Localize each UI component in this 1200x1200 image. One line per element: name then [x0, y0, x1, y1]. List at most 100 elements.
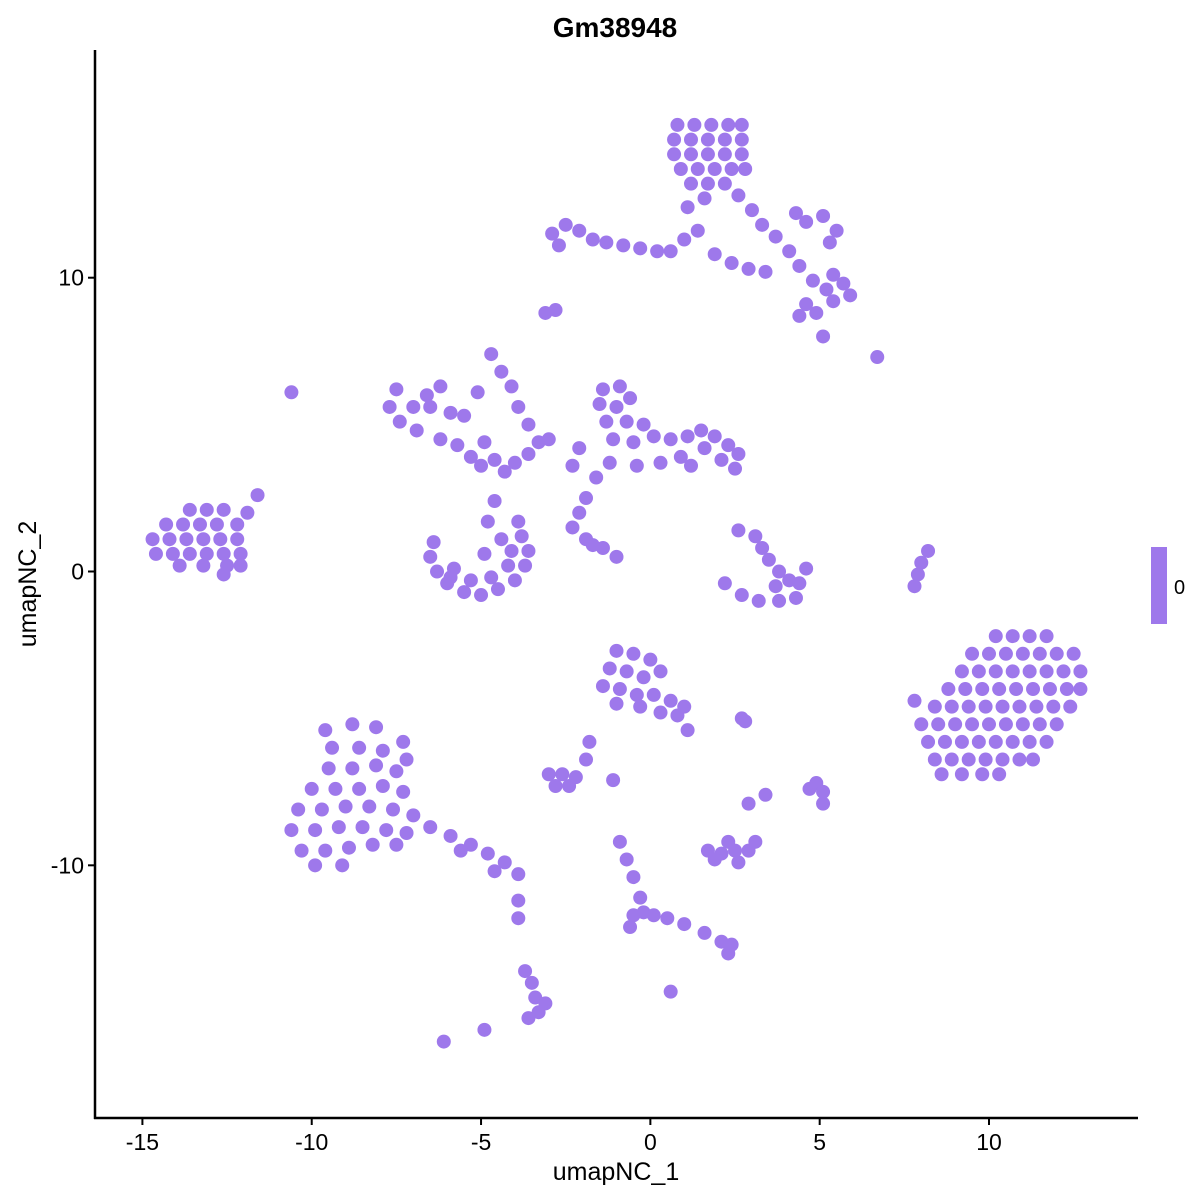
- data-point: [609, 399, 624, 414]
- data-point: [734, 147, 749, 162]
- data-point: [1022, 734, 1037, 749]
- data-point: [1032, 646, 1047, 661]
- data-point: [612, 682, 627, 697]
- data-point: [650, 244, 665, 259]
- data-point: [579, 752, 594, 767]
- data-point: [667, 132, 682, 147]
- data-point: [548, 778, 563, 793]
- data-point: [182, 546, 197, 561]
- data-point: [382, 399, 397, 414]
- data-point: [507, 455, 522, 470]
- data-point: [609, 643, 624, 658]
- data-point: [843, 288, 858, 303]
- data-point: [653, 705, 668, 720]
- data-point: [755, 217, 770, 232]
- data-point: [199, 546, 214, 561]
- data-point: [623, 391, 638, 406]
- data-point: [663, 244, 678, 259]
- data-point: [396, 734, 411, 749]
- data-point: [470, 385, 485, 400]
- data-point: [748, 834, 763, 849]
- data-point: [660, 911, 675, 926]
- data-point: [738, 714, 753, 729]
- data-point: [182, 502, 197, 517]
- data-point: [501, 558, 516, 573]
- data-point: [399, 752, 414, 767]
- data-point: [490, 582, 505, 597]
- data-point: [937, 734, 952, 749]
- data-point: [457, 408, 472, 423]
- data-point: [1015, 646, 1030, 661]
- data-point: [738, 161, 753, 176]
- data-point: [680, 200, 695, 215]
- data-point: [497, 464, 512, 479]
- data-point: [284, 823, 299, 838]
- data-point: [684, 132, 698, 147]
- data-point: [233, 546, 248, 561]
- data-point: [1012, 699, 1027, 714]
- data-point: [504, 379, 519, 394]
- data-point: [684, 176, 698, 191]
- data-point: [585, 232, 600, 247]
- data-point: [192, 517, 207, 532]
- data-point: [619, 664, 634, 679]
- data-point: [379, 823, 394, 838]
- data-point: [511, 893, 526, 908]
- data-point: [159, 517, 174, 532]
- data-point: [606, 432, 621, 447]
- data-point: [545, 226, 560, 241]
- data-point: [768, 579, 783, 594]
- data-point: [724, 161, 739, 176]
- data-point: [992, 682, 1007, 697]
- data-point: [646, 687, 661, 702]
- data-point: [565, 520, 580, 535]
- data-point: [480, 514, 495, 529]
- data-point: [602, 455, 617, 470]
- data-point: [352, 781, 367, 796]
- data-point: [792, 576, 807, 591]
- data-point: [1022, 629, 1037, 644]
- data-point: [1039, 629, 1054, 644]
- data-point: [328, 781, 343, 796]
- data-point: [409, 423, 424, 438]
- data-point: [196, 558, 211, 573]
- data-point: [748, 529, 763, 544]
- data-point: [802, 781, 817, 796]
- data-point: [599, 414, 614, 429]
- data-point: [626, 435, 641, 450]
- x-tick-label: 0: [644, 1129, 657, 1155]
- data-point: [744, 203, 759, 218]
- data-point: [240, 505, 255, 520]
- data-point: [799, 297, 814, 312]
- data-point: [162, 532, 177, 547]
- data-point: [433, 432, 448, 447]
- data-point: [562, 778, 577, 793]
- data-point: [799, 561, 814, 576]
- x-tick-label: -15: [126, 1129, 159, 1155]
- data-point: [816, 784, 831, 799]
- data-point: [518, 964, 533, 979]
- data-point: [399, 826, 414, 841]
- data-point: [148, 546, 163, 561]
- data-point: [1046, 699, 1061, 714]
- data-point: [646, 908, 661, 923]
- data-point: [609, 696, 624, 711]
- data-point: [978, 752, 993, 767]
- data-point: [707, 852, 722, 867]
- legend-colorbar: [1151, 547, 1167, 624]
- data-point: [165, 546, 180, 561]
- data-point: [751, 593, 766, 608]
- data-point: [921, 543, 936, 558]
- data-point: [809, 305, 824, 320]
- data-point: [230, 517, 245, 532]
- data-point: [687, 117, 702, 132]
- data-point: [694, 423, 709, 438]
- data-point: [755, 541, 770, 556]
- data-point: [331, 820, 346, 835]
- data-point: [927, 699, 942, 714]
- data-point: [355, 820, 370, 835]
- data-point: [487, 493, 502, 508]
- data-point: [521, 543, 536, 558]
- data-point: [230, 532, 245, 547]
- data-point: [216, 502, 231, 517]
